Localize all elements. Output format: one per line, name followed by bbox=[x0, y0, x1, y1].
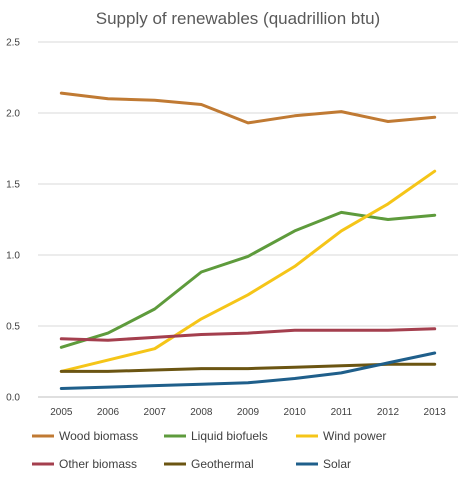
x-tick-label: 2008 bbox=[190, 407, 213, 418]
y-tick-label: 0.5 bbox=[6, 322, 20, 333]
legend: Wood biomass Liquid biofuels Wind power Oth… bbox=[32, 429, 386, 471]
legend-label-solar: Solar bbox=[323, 457, 351, 471]
y-tick-label: 2.0 bbox=[6, 109, 20, 120]
legend-label-other-biomass: Other biomass bbox=[59, 457, 137, 471]
x-tick-label: 2009 bbox=[237, 407, 260, 418]
x-tick-label: 2010 bbox=[284, 407, 307, 418]
y-axis-ticks: 0.0 0.5 1.0 1.5 2.0 2.5 bbox=[6, 38, 20, 404]
y-tick-label: 2.5 bbox=[6, 38, 20, 49]
x-tick-label: 2005 bbox=[50, 407, 73, 418]
y-tick-label: 1.5 bbox=[6, 180, 20, 191]
series-line-other-biomass bbox=[59, 327, 437, 342]
legend-label-wood-biomass: Wood biomass bbox=[59, 429, 138, 443]
series-line-wind-power bbox=[59, 169, 437, 373]
series-lines bbox=[59, 91, 437, 390]
series-line-liquid-biofuels bbox=[59, 210, 437, 349]
x-tick-label: 2011 bbox=[331, 407, 353, 418]
y-tick-label: 1.0 bbox=[6, 251, 20, 262]
legend-label-wind-power: Wind power bbox=[323, 429, 386, 443]
legend-label-geothermal: Geothermal bbox=[191, 457, 254, 471]
x-axis-ticks: 2005 2006 2007 2008 2009 2010 2011 2012 2013 bbox=[50, 407, 446, 418]
legend-label-liquid-biofuels: Liquid biofuels bbox=[191, 429, 268, 443]
chart-title: Supply of renewables (quadrillion btu) bbox=[96, 9, 380, 28]
series-line-solar bbox=[59, 351, 437, 390]
x-tick-label: 2006 bbox=[97, 407, 120, 418]
x-tick-label: 2007 bbox=[144, 407, 167, 418]
x-tick-label: 2013 bbox=[424, 407, 447, 418]
x-tick-label: 2012 bbox=[377, 407, 400, 418]
series-line-wood-biomass bbox=[59, 91, 437, 125]
y-tick-label: 0.0 bbox=[6, 393, 20, 404]
